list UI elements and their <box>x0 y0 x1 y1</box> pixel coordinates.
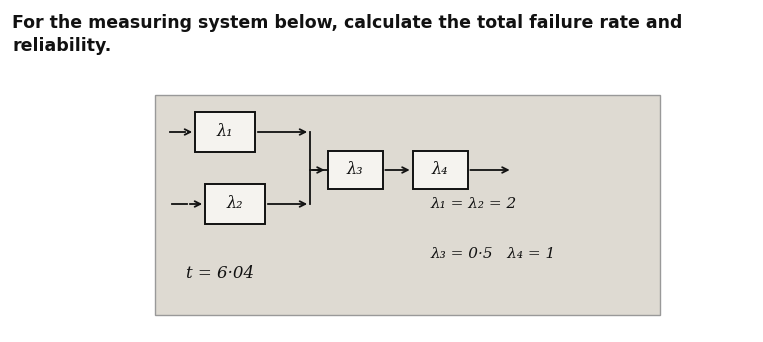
Text: For the measuring system below, calculate the total failure rate and: For the measuring system below, calculat… <box>12 14 682 32</box>
FancyBboxPatch shape <box>327 151 382 189</box>
FancyBboxPatch shape <box>155 95 660 315</box>
Text: λ₄: λ₄ <box>432 161 448 179</box>
Text: λ₁: λ₁ <box>217 123 233 141</box>
FancyBboxPatch shape <box>413 151 468 189</box>
Text: λ₃ = 0·5   λ₄ = 1: λ₃ = 0·5 λ₄ = 1 <box>430 247 555 261</box>
Text: λ₂: λ₂ <box>227 196 243 212</box>
FancyBboxPatch shape <box>195 112 255 152</box>
FancyBboxPatch shape <box>205 184 265 224</box>
Text: t = 6·04: t = 6·04 <box>186 265 254 282</box>
Text: λ₃: λ₃ <box>346 161 363 179</box>
Text: λ₁ = λ₂ = 2: λ₁ = λ₂ = 2 <box>430 197 517 211</box>
Text: reliability.: reliability. <box>12 37 111 55</box>
